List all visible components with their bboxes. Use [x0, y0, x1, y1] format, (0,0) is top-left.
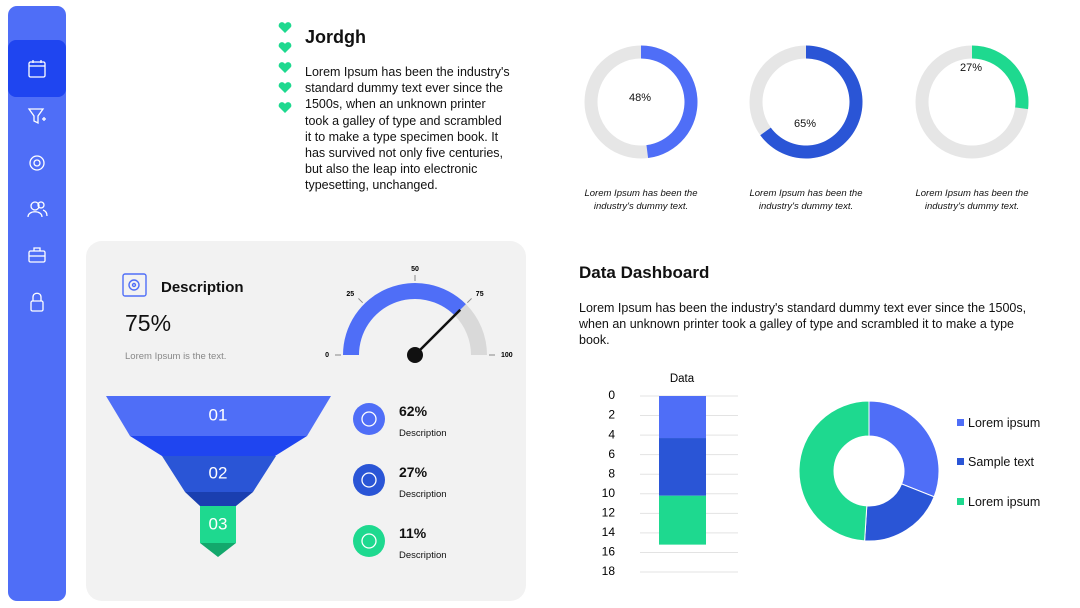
y-tick-label: 0: [608, 388, 615, 402]
stat-icon-detail: [361, 411, 377, 427]
donut-slice: [868, 400, 940, 498]
ring-arc: [641, 45, 698, 159]
stat-caption: Description: [399, 489, 447, 500]
heading: Jordgh: [305, 27, 366, 47]
legend-label: Sample text: [968, 455, 1035, 469]
card-note: Lorem Ipsum is the text.: [125, 351, 227, 362]
gauge-tick-label: 50: [411, 266, 419, 273]
y-tick-label: 16: [602, 545, 616, 559]
gauge-tick-label: 100: [501, 352, 513, 359]
ring-caption: Lorem Ipsum has been the industry's dumm…: [749, 188, 863, 212]
heart-icons: [278, 22, 292, 113]
legend-swatch: [957, 419, 964, 426]
y-tick-label: 8: [608, 466, 615, 480]
ring-label: 27%: [959, 62, 983, 74]
funnel-step: [106, 396, 331, 436]
gauge-tick-label: 75: [476, 291, 484, 298]
stat-caption: Description: [399, 550, 447, 561]
bar-segment: [659, 495, 706, 545]
lock-icon[interactable]: [30, 292, 44, 312]
legend-label: Lorem ipsum: [968, 495, 1041, 509]
funnel-label: 03: [209, 514, 228, 533]
funnel-shade: [130, 436, 307, 456]
ring-caption: Lorem Ipsum has been the industry's dumm…: [584, 188, 698, 212]
ring-label: 65%: [793, 118, 817, 130]
gauge-tick-label: 25: [346, 291, 354, 298]
stat-value: 62%: [399, 403, 428, 419]
paragraph: Lorem Ipsum has been the industry's stan…: [305, 65, 510, 193]
settings-icon[interactable]: [29, 155, 45, 171]
donut-slice: [864, 483, 935, 542]
donut-slice: [798, 400, 870, 542]
paragraph: Lorem Ipsum has been the industry's stan…: [579, 301, 1027, 347]
calendar-icon[interactable]: [28, 60, 46, 78]
bar-segment: [659, 396, 706, 439]
sidebar-active[interactable]: [8, 40, 66, 97]
stat-icon: [353, 403, 385, 435]
y-tick-label: 14: [602, 525, 616, 539]
stat-icon-detail: [361, 472, 377, 488]
y-tick-label: 18: [602, 564, 616, 578]
gauge-tick: [466, 298, 472, 304]
funnel-step: [162, 456, 276, 492]
y-tick-label: 4: [608, 427, 615, 441]
stat-value: 27%: [399, 464, 428, 480]
gauge-track: [454, 304, 487, 355]
bar-segment: [659, 438, 706, 496]
funnel-label: 02: [209, 463, 228, 482]
ring-arc: [972, 45, 1029, 110]
briefcase-icon[interactable]: [28, 247, 46, 263]
y-tick-label: 2: [608, 408, 615, 422]
card-title: Description: [161, 279, 244, 296]
gauge-tick-label: 0: [325, 352, 329, 359]
y-tick-label: 12: [602, 506, 616, 520]
funnel-shade: [200, 543, 236, 557]
gauge-hub: [407, 347, 423, 363]
gauge-fill: [343, 283, 466, 355]
funnel-step: [200, 506, 236, 543]
y-tick-label: 6: [608, 447, 615, 461]
users-icon[interactable]: [27, 201, 48, 218]
section-title: Data Dashboard: [579, 263, 710, 282]
legend-label: Lorem ipsum: [968, 416, 1041, 430]
gauge-tick: [358, 298, 364, 304]
y-tick-label: 10: [602, 486, 616, 500]
stat-icon: [353, 525, 385, 557]
ring-label: 48%: [628, 92, 652, 104]
stat-value: 11%: [399, 525, 427, 541]
stat-caption: Description: [399, 428, 447, 439]
safe-icon: [122, 273, 147, 297]
gauge-needle: [414, 308, 462, 356]
sidebar: [8, 6, 66, 601]
chart-title: Data: [670, 373, 695, 385]
legend-swatch: [957, 458, 964, 465]
filter-icon[interactable]: [27, 108, 46, 125]
card-value: 75%: [125, 310, 172, 336]
funnel-shade: [185, 492, 253, 506]
legend-swatch: [957, 498, 964, 505]
ring-caption: Lorem Ipsum has been the industry's dumm…: [915, 188, 1029, 212]
funnel-label: 01: [209, 405, 228, 424]
stat-icon: [353, 464, 385, 496]
stat-icon-detail: [361, 533, 377, 549]
